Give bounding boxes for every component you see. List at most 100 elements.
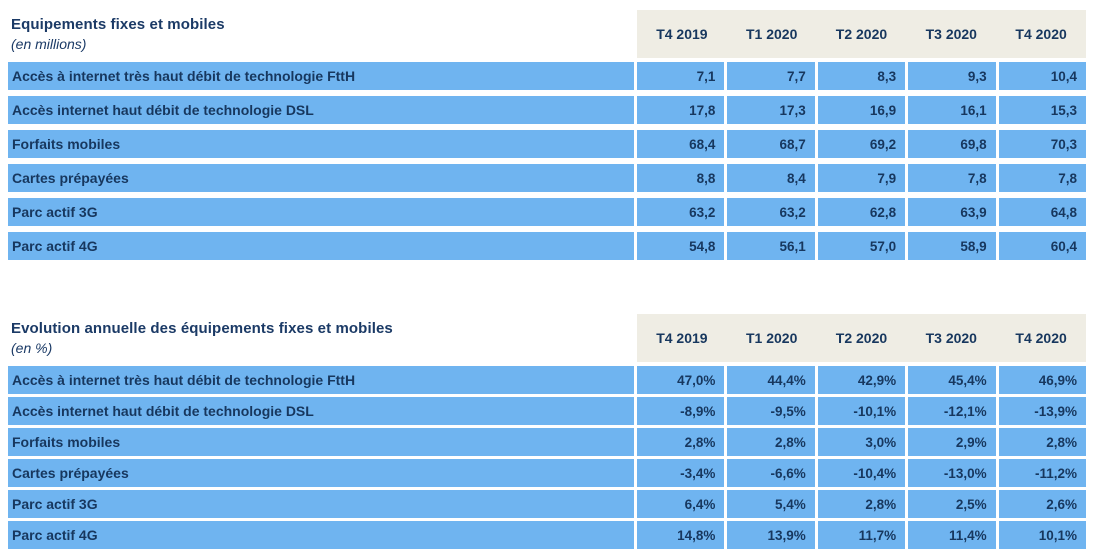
value-cell: 17,8 xyxy=(637,96,725,124)
tables-gap xyxy=(8,266,1093,314)
row-label: Cartes prépayées xyxy=(8,459,634,487)
row-label: Accès internet haut débit de technologie… xyxy=(8,397,634,425)
column-header: T3 2020 xyxy=(925,330,977,346)
column-header: T4 2019 xyxy=(656,26,708,42)
row-label: Forfaits mobiles xyxy=(8,428,634,456)
value-cell: -13,0% xyxy=(908,459,996,487)
table-title-block: Equipements fixes et mobiles (en million… xyxy=(8,10,634,58)
table-equipements-fixes-mobiles: Equipements fixes et mobiles (en million… xyxy=(8,10,1086,260)
value-cell: 9,3 xyxy=(908,62,996,90)
table-row: Accès internet haut débit de technologie… xyxy=(8,397,1086,425)
value-cell: 8,4 xyxy=(727,164,815,192)
value-cell: 11,4% xyxy=(908,521,996,549)
value-cell: 64,8 xyxy=(998,198,1086,226)
value-cell: 58,9 xyxy=(908,232,996,260)
value-cell: 7,9 xyxy=(817,164,906,192)
value-cell: 5,4% xyxy=(727,490,815,518)
value-cell: 63,2 xyxy=(637,198,725,226)
column-header: T4 2020 xyxy=(1015,330,1067,346)
table-row: Accès à internet très haut débit de tech… xyxy=(8,62,1086,90)
table-body: Accès à internet très haut débit de tech… xyxy=(8,366,1086,549)
value-cell: 3,0% xyxy=(817,428,906,456)
value-cell: 8,8 xyxy=(637,164,725,192)
value-cell: 8,3 xyxy=(817,62,906,90)
row-label: Accès à internet très haut débit de tech… xyxy=(8,62,634,90)
value-cell: 69,2 xyxy=(817,130,906,158)
value-cell: -11,2% xyxy=(998,459,1086,487)
value-cell: 13,9% xyxy=(727,521,815,549)
value-cell: 14,8% xyxy=(637,521,725,549)
value-cell: 42,9% xyxy=(817,366,906,394)
value-cell: 16,9 xyxy=(817,96,906,124)
value-cell: -10,1% xyxy=(817,397,906,425)
value-cell: 10,1% xyxy=(998,521,1086,549)
table-header-band: Evolution annuelle des équipements fixes… xyxy=(8,314,1086,362)
row-label: Accès internet haut débit de technologie… xyxy=(8,96,634,124)
value-cell: 63,9 xyxy=(908,198,996,226)
value-cell: 2,8% xyxy=(998,428,1086,456)
column-header: T2 2020 xyxy=(835,26,888,42)
value-cell: -8,9% xyxy=(637,397,725,425)
row-label: Parc actif 4G xyxy=(8,521,634,549)
value-cell: 2,8% xyxy=(637,428,725,456)
value-cell: 7,8 xyxy=(998,164,1086,192)
value-cell: -13,9% xyxy=(998,397,1086,425)
row-label: Parc actif 3G xyxy=(8,198,634,226)
value-cell: 56,1 xyxy=(727,232,815,260)
value-cell: -12,1% xyxy=(908,397,996,425)
table-title: Equipements fixes et mobiles xyxy=(11,16,225,33)
table-row: Accès internet haut débit de technologie… xyxy=(8,96,1086,124)
value-cell: 54,8 xyxy=(637,232,725,260)
table-header-band: Equipements fixes et mobiles (en million… xyxy=(8,10,1086,58)
table-row: Parc actif 3G 63,2 63,2 62,8 63,9 64,8 xyxy=(8,198,1086,226)
value-cell: 44,4% xyxy=(727,366,815,394)
table-subtitle: (en %) xyxy=(11,340,53,356)
column-header: T1 2020 xyxy=(746,330,798,346)
row-label: Parc actif 4G xyxy=(8,232,634,260)
value-cell: 2,8% xyxy=(817,490,906,518)
row-label: Cartes prépayées xyxy=(8,164,634,192)
value-cell: 2,8% xyxy=(727,428,815,456)
value-cell: 11,7% xyxy=(817,521,906,549)
table-row: Forfaits mobiles 68,4 68,7 69,2 69,8 70,3 xyxy=(8,130,1086,158)
value-cell: 68,7 xyxy=(727,130,815,158)
table-title: Evolution annuelle des équipements fixes… xyxy=(11,320,393,337)
row-label: Parc actif 3G xyxy=(8,490,634,518)
table-row: Cartes prépayées -3,4% -6,6% -10,4% -13,0% -1… xyxy=(8,459,1086,487)
value-cell: -6,6% xyxy=(727,459,815,487)
table-row: Parc actif 3G 6,4% 5,4% 2,8% 2,5% 2,6% xyxy=(8,490,1086,518)
value-cell: -9,5% xyxy=(727,397,815,425)
column-header-row: T4 2019 T1 2020 T2 2020 T3 2020 T4 2020 xyxy=(637,314,1086,362)
column-header: T3 2020 xyxy=(925,26,977,42)
column-header-row: T4 2019 T1 2020 T2 2020 T3 2020 T4 2020 xyxy=(637,10,1086,58)
table-title-block: Evolution annuelle des équipements fixes… xyxy=(8,314,634,362)
column-header: T1 2020 xyxy=(746,26,798,42)
value-cell: 2,9% xyxy=(908,428,996,456)
value-cell: 70,3 xyxy=(998,130,1086,158)
value-cell: 57,0 xyxy=(817,232,906,260)
column-header: T4 2020 xyxy=(1015,26,1067,42)
value-cell: 45,4% xyxy=(908,366,996,394)
table-body: Accès à internet très haut débit de tech… xyxy=(8,62,1086,260)
row-label: Forfaits mobiles xyxy=(8,130,634,158)
value-cell: 2,5% xyxy=(908,490,996,518)
value-cell: 17,3 xyxy=(727,96,815,124)
row-label: Accès à internet très haut débit de tech… xyxy=(8,366,634,394)
table-row: Accès à internet très haut débit de tech… xyxy=(8,366,1086,394)
value-cell: 68,4 xyxy=(637,130,725,158)
column-header: T4 2019 xyxy=(656,330,708,346)
table-row: Cartes prépayées 8,8 8,4 7,9 7,8 7,8 xyxy=(8,164,1086,192)
value-cell: 16,1 xyxy=(908,96,996,124)
value-cell: 46,9% xyxy=(998,366,1086,394)
table-subtitle: (en millions) xyxy=(11,36,87,52)
value-cell: 7,7 xyxy=(727,62,815,90)
value-cell: 7,8 xyxy=(908,164,996,192)
value-cell: 63,2 xyxy=(727,198,815,226)
value-cell: 15,3 xyxy=(998,96,1086,124)
value-cell: 69,8 xyxy=(908,130,996,158)
value-cell: 47,0% xyxy=(637,366,725,394)
table-row: Parc actif 4G 14,8% 13,9% 11,7% 11,4% 10,1% xyxy=(8,521,1086,549)
value-cell: -3,4% xyxy=(637,459,725,487)
table-evolution-annuelle: Evolution annuelle des équipements fixes… xyxy=(8,314,1086,549)
